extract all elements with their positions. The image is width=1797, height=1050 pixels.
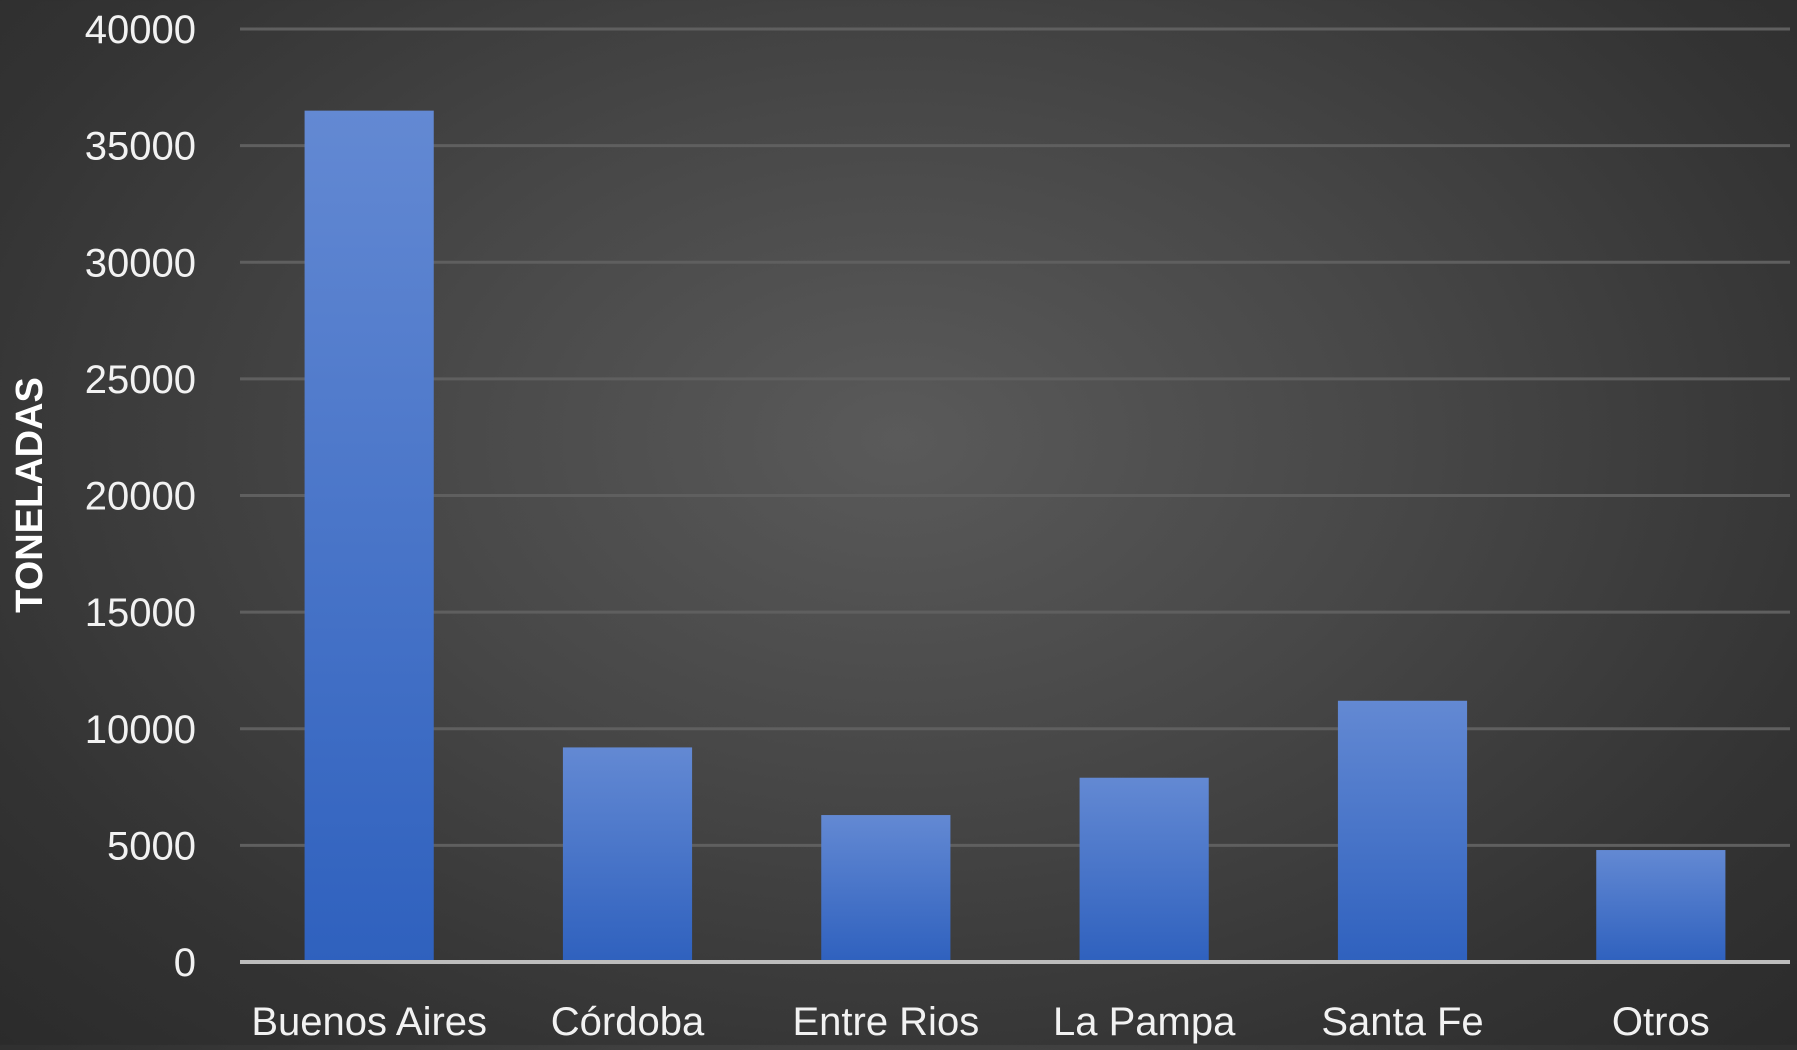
- gridlines: [240, 27, 1790, 847]
- x-category-label: Santa Fe: [1321, 1000, 1483, 1044]
- y-axis-title: TONELADAS: [9, 377, 51, 613]
- x-category-label: Entre Rios: [792, 1000, 979, 1044]
- y-tick-label: 0: [174, 941, 196, 985]
- x-category-label: Otros: [1612, 1000, 1710, 1044]
- y-tick-label: 20000: [85, 475, 196, 519]
- y-tick-label: 30000: [85, 241, 196, 285]
- y-tick-label: 5000: [107, 824, 196, 868]
- y-axis-ticks: 0 5000 10000 15000 20000 25000 30000 35000 40000: [85, 8, 196, 985]
- bar-buenos-aires: [304, 110, 434, 962]
- y-tick-label: 35000: [85, 125, 196, 169]
- y-tick-label: 15000: [85, 591, 196, 635]
- y-tick-label: 10000: [85, 708, 196, 752]
- x-category-label: Buenos Aires: [251, 1000, 487, 1044]
- bar-otros: [1596, 850, 1726, 962]
- bar-la-pampa: [1079, 777, 1209, 962]
- x-axis-labels: Buenos Aires Córdoba Entre Rios La Pampa San…: [251, 1000, 1709, 1044]
- bars: [304, 110, 1726, 962]
- bar-santa-fe: [1337, 700, 1468, 962]
- bar-entre-rios: [821, 815, 951, 962]
- x-category-label: Córdoba: [551, 1000, 705, 1044]
- y-tick-label: 25000: [85, 358, 196, 402]
- bar-córdoba: [562, 747, 693, 962]
- y-tick-label: 40000: [85, 8, 196, 52]
- x-category-label: La Pampa: [1053, 1000, 1236, 1044]
